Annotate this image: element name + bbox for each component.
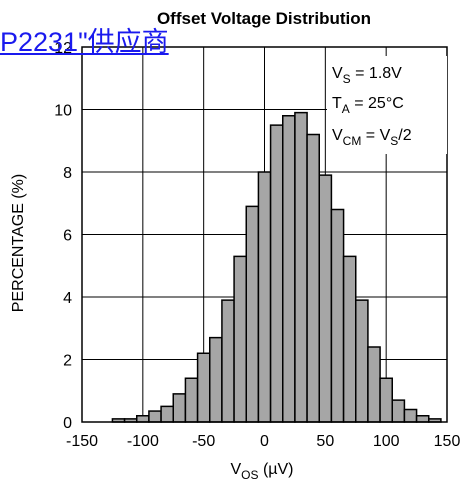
histogram-bar [415, 415, 430, 423]
conditions-background [327, 56, 447, 154]
histogram-bar [257, 171, 272, 423]
histogram-bar [269, 124, 284, 423]
condition-vs-sub: S [343, 72, 351, 86]
x-axis-label: VOS (µV) [230, 461, 293, 482]
y-tick-label: 4 [63, 290, 72, 307]
y-tick-label: 6 [63, 228, 72, 245]
y-tick-label: 2 [63, 353, 72, 370]
plot-frame [81, 46, 448, 423]
condition-vcm-rest: = V [361, 127, 390, 144]
condition-ta: TA = 25°C [332, 95, 404, 116]
histogram-bars [111, 111, 442, 423]
histogram-bar [342, 255, 357, 423]
condition-vcm-sub: CM [343, 134, 362, 148]
x-tick-label: 0 [260, 433, 269, 450]
condition-vs: VS = 1.8V [332, 65, 402, 86]
histogram-bar [391, 399, 406, 423]
condition-vcm-main: V [332, 127, 343, 144]
histogram-bar [306, 133, 321, 423]
histogram-bar [209, 336, 223, 423]
condition-vs-main: V [332, 65, 343, 82]
histogram-bar [172, 393, 187, 423]
x-axis-label-sub: OS [241, 468, 258, 482]
histogram-bar [367, 346, 381, 423]
condition-ta-sub: A [342, 102, 350, 116]
histogram-bar [233, 255, 247, 423]
histogram-bar [282, 115, 296, 423]
histogram-bar [355, 299, 369, 423]
histogram-bar [294, 111, 308, 423]
y-tick-label: 0 [63, 415, 72, 432]
test-conditions: VS = 1.8V TA = 25°C VCM = VS/2 [332, 65, 412, 148]
histogram-bar [160, 405, 174, 423]
y-tick-label: 8 [63, 165, 72, 182]
y-tick-label: 10 [54, 103, 72, 120]
x-tick-label: -150 [66, 433, 98, 450]
overlay-link[interactable]: P2231"供应商 [0, 27, 169, 57]
x-tick-label: 50 [316, 433, 334, 450]
x-axis-label-unit: (µV) [259, 461, 294, 478]
x-tick-label: 100 [373, 433, 400, 450]
condition-ta-rest: = 25°C [350, 95, 404, 112]
histogram-bar [196, 352, 211, 423]
y-axis-label: PERCENTAGE (%) [10, 174, 27, 312]
histogram-bar [221, 299, 235, 423]
x-tick-label: -50 [192, 433, 215, 450]
histogram-bar [184, 377, 199, 423]
x-tick-label: 150 [434, 433, 461, 450]
condition-vcm: VCM = VS/2 [332, 127, 412, 148]
histogram-bar [245, 205, 260, 423]
histogram-bar [403, 408, 418, 423]
histogram-bar [136, 415, 150, 423]
condition-vcm-rest2: /2 [398, 127, 411, 144]
x-tick-labels: -150 -100 -50 0 50 100 150 [66, 433, 460, 450]
condition-vs-rest: = 1.8V [351, 65, 402, 82]
condition-vcm-sub2: S [390, 134, 398, 148]
histogram-bar [148, 410, 162, 423]
condition-ta-main: T [332, 95, 342, 112]
y-tick-label: 12 [54, 40, 72, 57]
x-tick-label: -100 [127, 433, 159, 450]
histogram-bar [330, 208, 345, 423]
y-tick-labels: 0 2 4 6 8 10 12 [54, 40, 72, 432]
histogram-bar [318, 174, 333, 423]
chart-title: Offset Voltage Distribution [157, 9, 371, 28]
histogram-bar [379, 377, 394, 423]
x-axis-label-main: V [230, 461, 241, 478]
